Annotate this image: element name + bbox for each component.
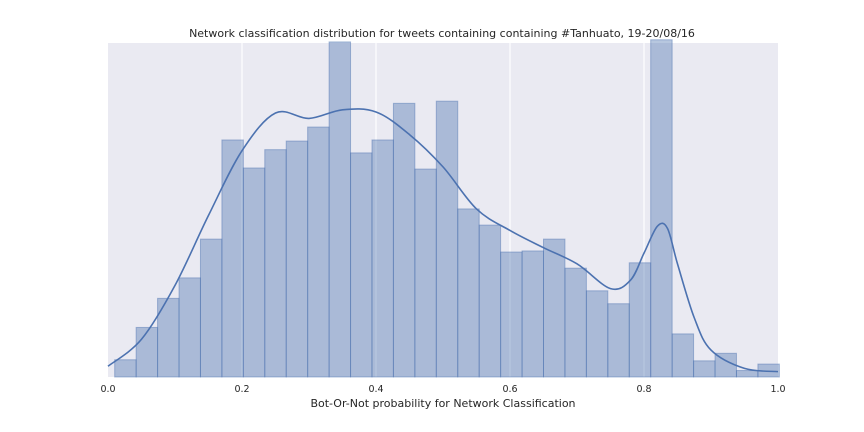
x-axis-ticks: 0.0 0.2 0.4 0.6 0.8 1.0 (100, 384, 785, 395)
histogram-bar (392, 102, 416, 378)
histogram-bar (264, 149, 287, 378)
histogram-bar (307, 126, 330, 378)
histogram-bar (607, 303, 630, 378)
histogram-bar (457, 208, 480, 378)
histogram-bar (135, 326, 159, 378)
histogram-bar (500, 251, 523, 378)
plot-area (108, 43, 778, 377)
histogram-bar (414, 168, 437, 378)
histogram-bars (114, 39, 780, 378)
histogram-bar (435, 100, 459, 378)
x-axis-label: Bot-Or-Not probability for Network Class… (310, 397, 575, 410)
histogram-bar (521, 250, 544, 378)
histogram-bar (735, 370, 759, 378)
kde-curve (107, 108, 779, 373)
histogram-bar (564, 267, 587, 378)
x-tick-label: 0.0 (100, 384, 115, 395)
histogram-bar (628, 262, 652, 378)
x-tick-label: 0.2 (234, 384, 249, 395)
chart-title: Network classification distribution for … (189, 27, 695, 40)
histogram-bar (671, 333, 695, 378)
x-tick-label: 0.8 (636, 384, 651, 395)
histogram-bar (242, 167, 266, 378)
histogram-bar (114, 359, 137, 378)
histogram-bar (285, 140, 309, 378)
histogram-bar (221, 139, 244, 378)
histogram-bar (543, 238, 566, 378)
histogram-bar (650, 39, 673, 378)
histogram-bar (199, 238, 223, 378)
gridlines (241, 43, 645, 377)
histogram-bar (585, 290, 609, 378)
histogram-bar (478, 224, 502, 378)
histogram-bar (371, 139, 394, 378)
x-tick-label: 0.4 (368, 384, 383, 395)
histogram-bar (328, 41, 352, 378)
histogram-bar (178, 277, 201, 378)
x-tick-label: 0.6 (502, 384, 517, 395)
histogram-bar (693, 360, 716, 378)
x-tick-label: 1.0 (770, 384, 785, 395)
histogram-bar (350, 152, 373, 378)
